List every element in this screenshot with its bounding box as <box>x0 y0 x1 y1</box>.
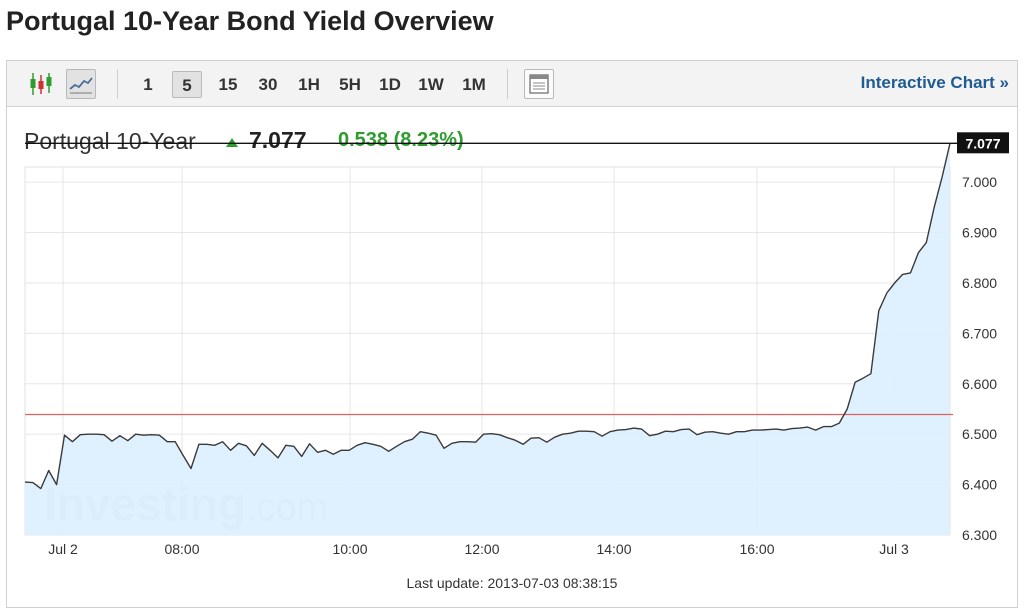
toolbar-separator <box>507 69 508 99</box>
y-tick-label: 6.800 <box>962 275 997 291</box>
y-tick-label: 6.300 <box>962 527 997 543</box>
interval-button-1w[interactable]: 1W <box>418 75 444 94</box>
price-chart: 7.000 6.900 6.800 6.700 6.600 6.500 6.400 6.300… <box>24 132 1009 557</box>
x-tick-label: 16:00 <box>739 541 774 557</box>
x-tick-label: Jul 2 <box>48 541 78 557</box>
y-tick-label: 6.900 <box>962 225 997 241</box>
x-tick-label: 14:00 <box>596 541 631 557</box>
page-title: Portugal 10-Year Bond Yield Overview <box>6 6 494 36</box>
interval-button-5[interactable]: 5 <box>172 71 202 98</box>
interval-button-1m[interactable]: 1M <box>462 75 486 94</box>
candlestick-chart-icon[interactable] <box>26 69 56 99</box>
price-change: 0.538 (8.23%) <box>338 129 464 151</box>
current-value-label: 7.077 <box>965 135 1000 151</box>
interval-button-15[interactable]: 15 <box>218 75 238 94</box>
toolbar-separator <box>117 69 118 99</box>
current-price: 7.077 <box>249 127 307 153</box>
interactive-chart-link[interactable]: Interactive Chart » <box>860 73 1009 92</box>
table-view-icon[interactable] <box>524 69 554 99</box>
area-fill <box>25 143 950 536</box>
x-tick-label: 12:00 <box>464 541 499 557</box>
last-update-text: Last update: 2013-07-03 08:38:15 <box>406 575 618 591</box>
interval-button-30[interactable]: 30 <box>258 75 278 94</box>
interval-button-1d[interactable]: 1D <box>379 75 401 94</box>
instrument-name: Portugal 10-Year <box>24 128 196 154</box>
y-tick-label: 6.600 <box>962 376 997 392</box>
interval-button-5h[interactable]: 5H <box>339 75 361 94</box>
x-tick-label: Jul 3 <box>879 541 909 557</box>
x-tick-label: 08:00 <box>164 541 199 557</box>
current-value-box <box>957 132 1009 154</box>
chart-toolbar: 1 5 15 30 1H 5H 1D 1W 1M Interactive Cha… <box>7 61 1017 107</box>
interval-button-1h[interactable]: 1H <box>298 75 320 94</box>
series-line <box>24 143 951 490</box>
x-tick-label: 10:00 <box>332 541 367 557</box>
y-tick-label: 6.500 <box>962 426 997 442</box>
interval-button-1[interactable]: 1 <box>143 75 153 94</box>
up-arrow-icon <box>226 138 238 147</box>
line-chart-icon[interactable] <box>66 69 96 99</box>
y-tick-label: 6.400 <box>962 477 997 493</box>
chart-widget: 1 5 15 30 1H 5H 1D 1W 1M Interactive Cha… <box>6 60 1018 608</box>
y-tick-label: 6.700 <box>962 325 997 341</box>
y-tick-label: 7.000 <box>962 174 997 190</box>
